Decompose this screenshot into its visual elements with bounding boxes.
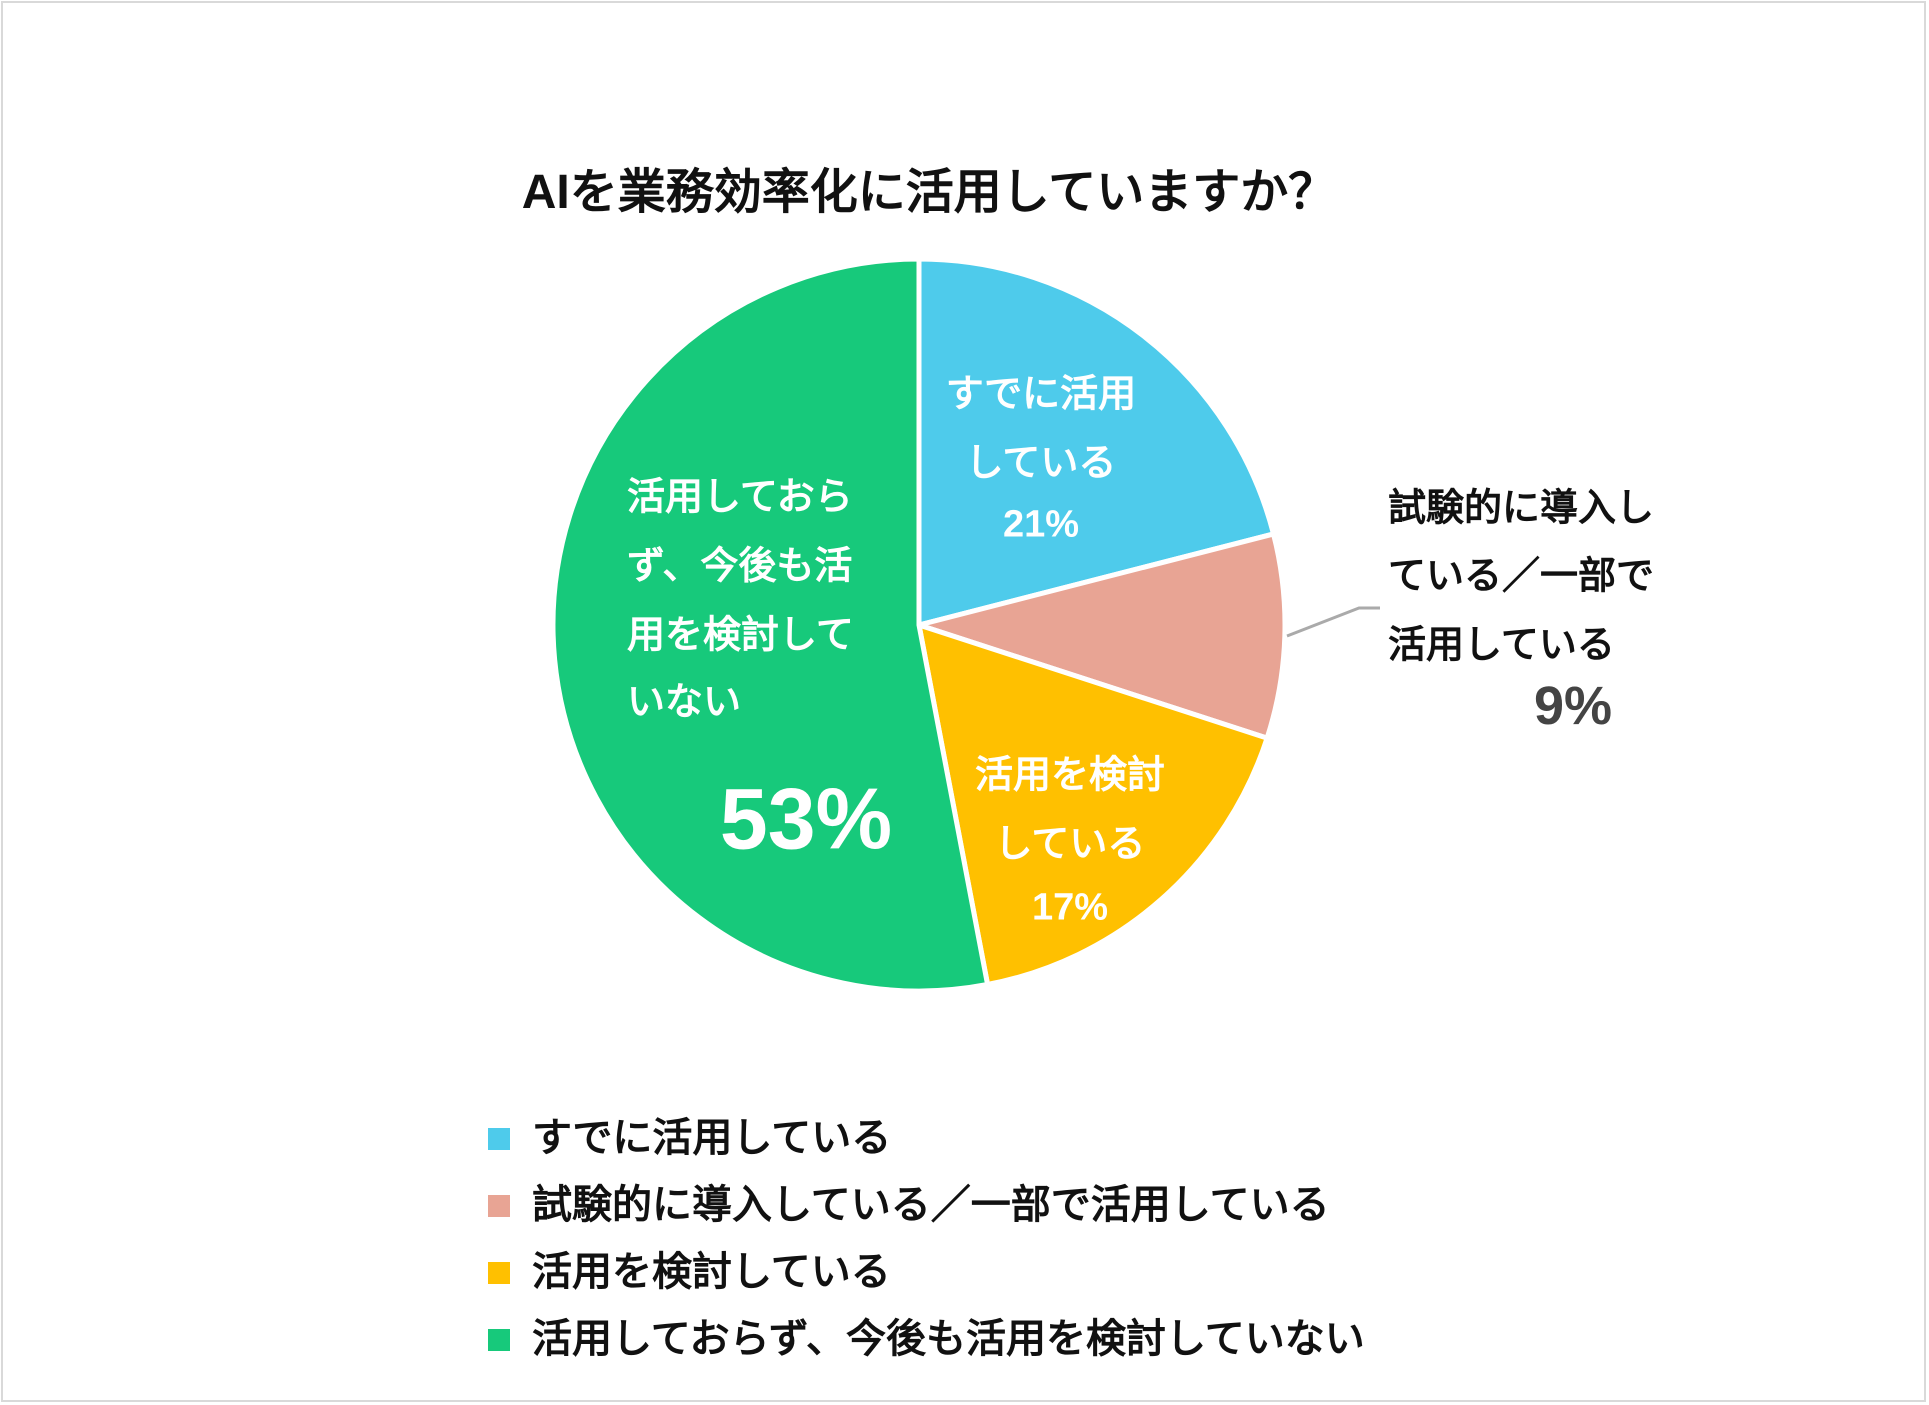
slice-label-line: ず、今後も活 [627,545,853,588]
pie-slice [916,531,1288,741]
legend-item: 試験的に導入している／一部で活用している [488,1167,1365,1234]
legend-swatch [488,1127,510,1150]
slice-value-label: 17% [1031,886,1109,929]
slice-label-line: している [994,823,1146,866]
slice-label-line: 活用を検討 [974,754,1166,797]
legend: すでに活用している 試験的に導入している／一部で活用している 活用を検討している… [488,1100,1365,1368]
legend-swatch [488,1194,510,1217]
legend-item: 活用しておらず、今後も活用を検討していない [488,1301,1365,1368]
legend-item: 活用を検討している [488,1234,1365,1301]
slice-label-line: している [965,442,1117,485]
leader-line [1286,606,1380,638]
pie-slice [916,256,1276,628]
slice-label-line: 活用している [1388,624,1615,667]
slice-label-line: 活用しておら [627,476,853,519]
legend-swatch [488,1328,510,1351]
legend-label: 活用を検討している [532,1249,891,1294]
pie-slice [550,256,991,994]
legend-label: 活用しておらず、今後も活用を検討していない [532,1316,1365,1361]
legend-label: 試験的に導入している／一部で活用している [532,1182,1330,1227]
legend-item: すでに活用している [488,1100,1365,1167]
slice-value-label: 9% [1534,676,1613,736]
slice-label-line: ている／一部で [1388,555,1655,598]
legend-swatch [488,1261,510,1284]
slice-label-line: 用を検討して [627,614,854,657]
slice-label-line: 試験的に導入し [1388,487,1655,530]
slice-value-label: 53% [719,771,893,868]
pie-slice [916,622,1270,988]
slice-label-line: いない [627,681,742,724]
legend-label: すでに活用している [532,1115,892,1160]
slice-value-label: 21% [1002,503,1080,546]
chart-title: AIを業務効率化に活用していますか？ [521,166,1337,219]
slice-label-line: すでに活用 [945,373,1137,416]
